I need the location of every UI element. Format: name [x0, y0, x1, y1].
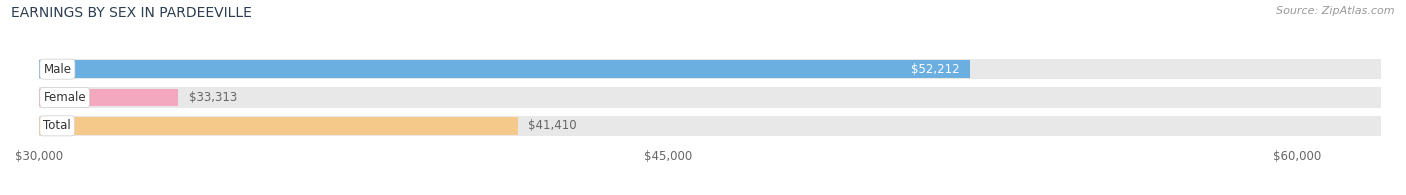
Text: EARNINGS BY SEX IN PARDEEVILLE: EARNINGS BY SEX IN PARDEEVILLE — [11, 6, 252, 20]
Text: Total: Total — [44, 119, 72, 132]
Bar — [39, 89, 179, 106]
Bar — [39, 116, 1381, 136]
Text: Female: Female — [44, 91, 86, 104]
Text: $41,410: $41,410 — [529, 119, 576, 132]
Text: $52,212: $52,212 — [911, 63, 960, 76]
Bar — [39, 117, 517, 135]
Bar — [39, 59, 1381, 79]
Text: Source: ZipAtlas.com: Source: ZipAtlas.com — [1277, 6, 1395, 16]
Text: $33,313: $33,313 — [188, 91, 238, 104]
Text: Male: Male — [44, 63, 72, 76]
Bar — [39, 60, 970, 78]
Bar — [39, 87, 1381, 108]
